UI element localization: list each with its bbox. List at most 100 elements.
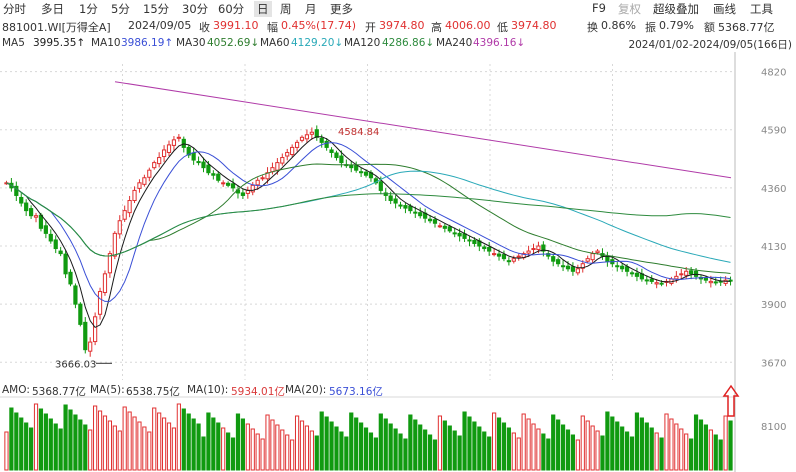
volume-bar xyxy=(142,426,147,471)
candle-body xyxy=(122,210,127,220)
volume-bar xyxy=(669,418,674,471)
volume-bar xyxy=(718,439,723,471)
candle-body xyxy=(191,152,196,161)
volume-bar xyxy=(620,426,625,471)
candle-body xyxy=(299,136,305,141)
ma-legend: MA5 3995.35↑ MA10 3986.19↑ MA30 4052.69↓… xyxy=(2,37,796,52)
volume-bar xyxy=(556,419,561,471)
candle-body xyxy=(137,182,142,189)
period-tab-60min[interactable]: 60分 xyxy=(218,2,245,16)
candle-body xyxy=(560,265,566,268)
volume-bar xyxy=(413,419,418,471)
period-tab-weekly[interactable]: 周 xyxy=(280,2,292,16)
candle-body xyxy=(620,265,625,270)
candle-body xyxy=(487,247,492,252)
volume-bar xyxy=(585,420,590,471)
volume-bar xyxy=(423,429,428,471)
volume-bar xyxy=(53,423,58,471)
volume-bar xyxy=(235,413,241,471)
volume-bar xyxy=(117,430,122,471)
volume-bar xyxy=(280,429,285,471)
candle-body xyxy=(427,218,433,222)
candle-body xyxy=(275,162,280,171)
volume-bar xyxy=(176,403,181,471)
high-annotation: 4584.84 xyxy=(338,127,379,138)
volume-bar xyxy=(161,417,167,471)
overlay-button[interactable]: 超级叠加 xyxy=(653,2,699,16)
amplitude-label: 振 xyxy=(645,21,656,34)
candle-body xyxy=(363,171,369,176)
candle-body xyxy=(703,277,709,281)
candle-body xyxy=(536,245,541,251)
period-tab-1min[interactable]: 1分 xyxy=(79,2,98,16)
candle-body xyxy=(378,181,383,191)
volume-bar xyxy=(230,437,236,471)
candle-body xyxy=(196,161,201,164)
candle-body xyxy=(723,279,728,284)
volume-bar xyxy=(452,430,457,471)
volume-bar xyxy=(560,424,566,471)
candle-body xyxy=(216,173,221,181)
volume-bar xyxy=(201,436,206,471)
volume-bar xyxy=(216,422,221,471)
candle-body xyxy=(152,162,157,169)
kline-chart[interactable]: 4820 4590 4360 4130 3900 3670 4584.84 3666.03 81… xyxy=(0,52,796,472)
volume-bar xyxy=(122,406,127,471)
volume-bar xyxy=(9,407,14,471)
volume-bar xyxy=(97,410,103,471)
low-annotation: 3666.03 xyxy=(55,359,96,370)
amo-value: 5368.77亿 xyxy=(32,386,86,398)
candle-body xyxy=(147,169,152,178)
candle-body xyxy=(255,179,260,186)
period-tab-intraday[interactable]: 分时 xyxy=(3,2,26,16)
volume-bar xyxy=(181,408,186,471)
period-tab-more[interactable]: 更多 xyxy=(330,2,353,16)
candle-body xyxy=(309,131,314,135)
period-tab-monthly[interactable]: 月 xyxy=(305,2,317,16)
draw-line-button[interactable]: 画线 xyxy=(713,2,736,16)
volume-bar xyxy=(383,418,388,471)
period-tab-multiday[interactable]: 多日 xyxy=(41,2,64,16)
candle-body xyxy=(240,192,245,196)
adjust-button[interactable]: 复权 xyxy=(618,2,641,16)
volume-bar xyxy=(28,427,34,471)
candle-body xyxy=(634,272,640,277)
candle-body xyxy=(171,139,177,146)
f9-button[interactable]: F9 xyxy=(592,1,606,15)
ma240-line xyxy=(114,81,732,179)
volume-bar xyxy=(644,422,649,471)
ma120-line xyxy=(6,182,731,257)
volume-bar xyxy=(679,428,684,471)
volume-bar xyxy=(462,411,467,471)
volume-bar xyxy=(226,432,231,471)
candle-body xyxy=(181,138,186,148)
volume-bar xyxy=(368,432,374,471)
period-tab-daily[interactable]: 日 xyxy=(254,1,272,17)
candle-body xyxy=(659,282,664,285)
candle-body xyxy=(526,250,531,254)
period-tab-15min[interactable]: 15分 xyxy=(143,2,170,16)
volume-bar xyxy=(703,424,709,471)
candle-body xyxy=(447,226,452,232)
ma30-label: MA30 xyxy=(176,37,206,49)
candle-body xyxy=(531,248,536,251)
volume-bar xyxy=(713,434,718,471)
candle-body xyxy=(280,157,285,164)
period-tab-30min[interactable]: 30分 xyxy=(182,2,209,16)
low-label: 低 xyxy=(497,21,508,34)
volume-bar xyxy=(408,414,413,471)
period-tab-5min[interactable]: 5分 xyxy=(111,2,130,16)
amo-ma20-value: 5673.16亿 xyxy=(329,386,383,398)
volume-bar xyxy=(590,425,595,471)
volume-bar xyxy=(324,416,329,471)
volume-bar xyxy=(708,429,713,471)
volume-bar xyxy=(344,436,349,471)
candle-body xyxy=(496,253,502,257)
volume-bar xyxy=(24,422,29,471)
volume-bar xyxy=(152,407,157,471)
ma30-value: 4052.69↓ xyxy=(207,37,260,49)
amo-ma20-label: MA(20): xyxy=(285,384,327,396)
tools-button[interactable]: 工具 xyxy=(750,2,773,16)
volume-bar xyxy=(610,416,615,471)
volume-bar xyxy=(605,411,610,471)
